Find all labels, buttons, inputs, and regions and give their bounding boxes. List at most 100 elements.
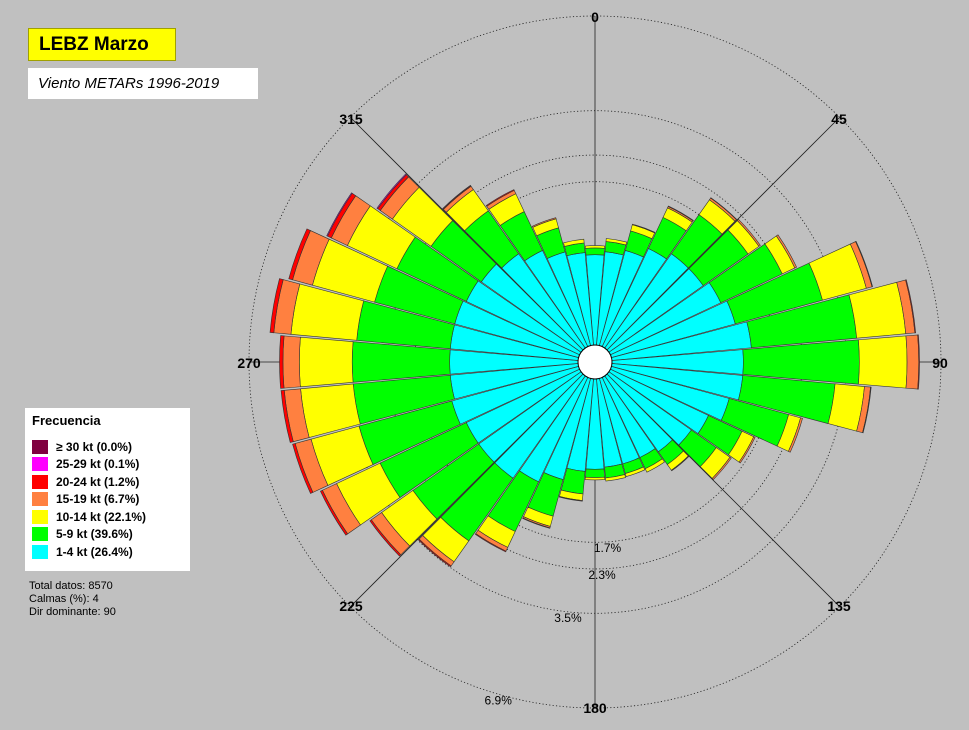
stat-dominant: Dir dominante: 90 xyxy=(29,606,116,619)
bar-segment xyxy=(624,466,646,477)
bar-segment xyxy=(485,189,515,207)
bar-segment xyxy=(738,436,756,464)
stat-calm: Calmas (%): 4 xyxy=(29,593,116,606)
direction-bar xyxy=(280,363,579,443)
legend-label: 1-4 kt (26.4%) xyxy=(56,544,133,559)
legend-label: 5-9 kt (39.6%) xyxy=(56,527,133,542)
stat-total-label: Total datos: xyxy=(29,580,86,592)
direction-bar xyxy=(611,363,872,434)
bar-segment xyxy=(736,218,761,247)
direction-bar xyxy=(376,173,584,353)
bar-segment xyxy=(288,228,311,281)
bar-segment xyxy=(584,245,606,249)
bar-segment xyxy=(417,538,452,568)
direction-bar xyxy=(608,368,756,464)
stat-calm-label: Calmas (%): xyxy=(29,593,90,605)
bar-segment xyxy=(905,334,920,390)
bar-segment xyxy=(299,336,354,388)
wind-bars xyxy=(269,173,920,568)
ring-label: 6.9% xyxy=(485,693,513,707)
bar-segment xyxy=(326,192,353,237)
bar-segment xyxy=(369,519,402,557)
bar-segment xyxy=(917,334,920,390)
bar-segment xyxy=(644,458,665,473)
bar-segment xyxy=(905,279,916,334)
calm-circle xyxy=(577,344,613,380)
chart-subtitle: Viento METARs 1996-2019 xyxy=(28,68,258,99)
legend-label: ≥ 30 kt (0.0%) xyxy=(56,439,132,454)
direction-bar xyxy=(320,368,582,536)
bar-segment xyxy=(280,389,294,443)
bar-segment xyxy=(442,184,472,210)
stat-total: Total datos: 8570 xyxy=(29,580,116,593)
direction-label: 135 xyxy=(827,598,851,614)
legend-label: 10-14 kt (22.1%) xyxy=(56,509,147,524)
bar-segment xyxy=(710,197,738,221)
legend-swatch xyxy=(32,439,48,454)
legend-swatch xyxy=(32,457,48,472)
bar-segment xyxy=(320,489,349,536)
bar-segment xyxy=(269,278,284,334)
bar-segment xyxy=(711,456,732,480)
legend-title: Frecuencia xyxy=(32,413,101,428)
stat-calm-value: 4 xyxy=(92,593,99,605)
legend-swatch xyxy=(32,474,48,489)
bar-segment xyxy=(605,474,626,482)
direction-bar xyxy=(610,240,873,358)
bar-segment xyxy=(531,217,557,228)
legend-item: 1-4 kt (26.4%) xyxy=(32,543,190,561)
legend-item: 15-19 kt (6.7%) xyxy=(32,491,190,509)
bar-segment xyxy=(585,468,605,478)
legend-label: 15-19 kt (6.7%) xyxy=(56,492,140,507)
bar-segment xyxy=(670,455,690,472)
direction-bar xyxy=(601,205,694,349)
legend-item: 20-24 kt (1.2%) xyxy=(32,473,190,491)
axis-labels: 1.7% 2.3% 3.5% 6.9% 0 45 90 135 180 225 270 315 xyxy=(237,9,948,716)
bar-segment xyxy=(862,386,872,434)
bar-segment xyxy=(585,247,605,256)
direction-bar xyxy=(531,217,591,347)
direction-label: 315 xyxy=(339,111,363,127)
direction-label: 45 xyxy=(831,111,847,127)
direction-bar xyxy=(485,189,589,349)
bar-segment xyxy=(667,205,694,222)
direction-bar xyxy=(596,238,628,346)
direction-bar xyxy=(596,378,626,482)
legend-label: 20-24 kt (1.2%) xyxy=(56,474,140,489)
ring-label: 3.5% xyxy=(554,611,582,625)
legend-swatch xyxy=(32,527,48,542)
bar-segment xyxy=(376,173,407,210)
legend-swatch xyxy=(32,544,48,559)
direction-label: 90 xyxy=(932,355,948,371)
direction-bar xyxy=(599,223,656,347)
bar-segment xyxy=(474,533,507,553)
stat-dominant-label: Dir dominante: xyxy=(29,606,101,618)
bar-segment xyxy=(787,417,803,453)
legend-item: 25-29 kt (0.1%) xyxy=(32,456,190,474)
direction-bar xyxy=(369,371,584,557)
summary-stats: Total datos: 8570 Calmas (%): 4 Dir domi… xyxy=(29,580,116,619)
bar-segment xyxy=(631,223,656,234)
legend-swatch xyxy=(32,492,48,507)
direction-bar xyxy=(606,218,761,353)
bar-segment xyxy=(855,240,873,288)
direction-bar xyxy=(584,378,606,481)
direction-label: 180 xyxy=(583,700,607,716)
legend-item: 5-9 kt (39.6%) xyxy=(32,526,190,544)
direction-bar xyxy=(611,279,916,361)
direction-bar xyxy=(608,234,797,356)
ring-label: 2.3% xyxy=(588,568,616,582)
stat-total-value: 8570 xyxy=(88,580,113,592)
direction-bar xyxy=(604,197,738,351)
direction-bar xyxy=(610,366,803,453)
direction-bar xyxy=(611,334,920,390)
direction-label: 0 xyxy=(591,9,599,25)
direction-bar xyxy=(599,377,646,477)
direction-bar xyxy=(522,377,591,529)
chart-title: LEBZ Marzo xyxy=(28,28,176,61)
bar-segment xyxy=(605,238,628,246)
legend-item: 10-14 kt (22.1%) xyxy=(32,508,190,526)
bar-segment xyxy=(858,335,908,389)
direction-bar xyxy=(269,278,579,361)
bar-segment xyxy=(292,443,314,494)
